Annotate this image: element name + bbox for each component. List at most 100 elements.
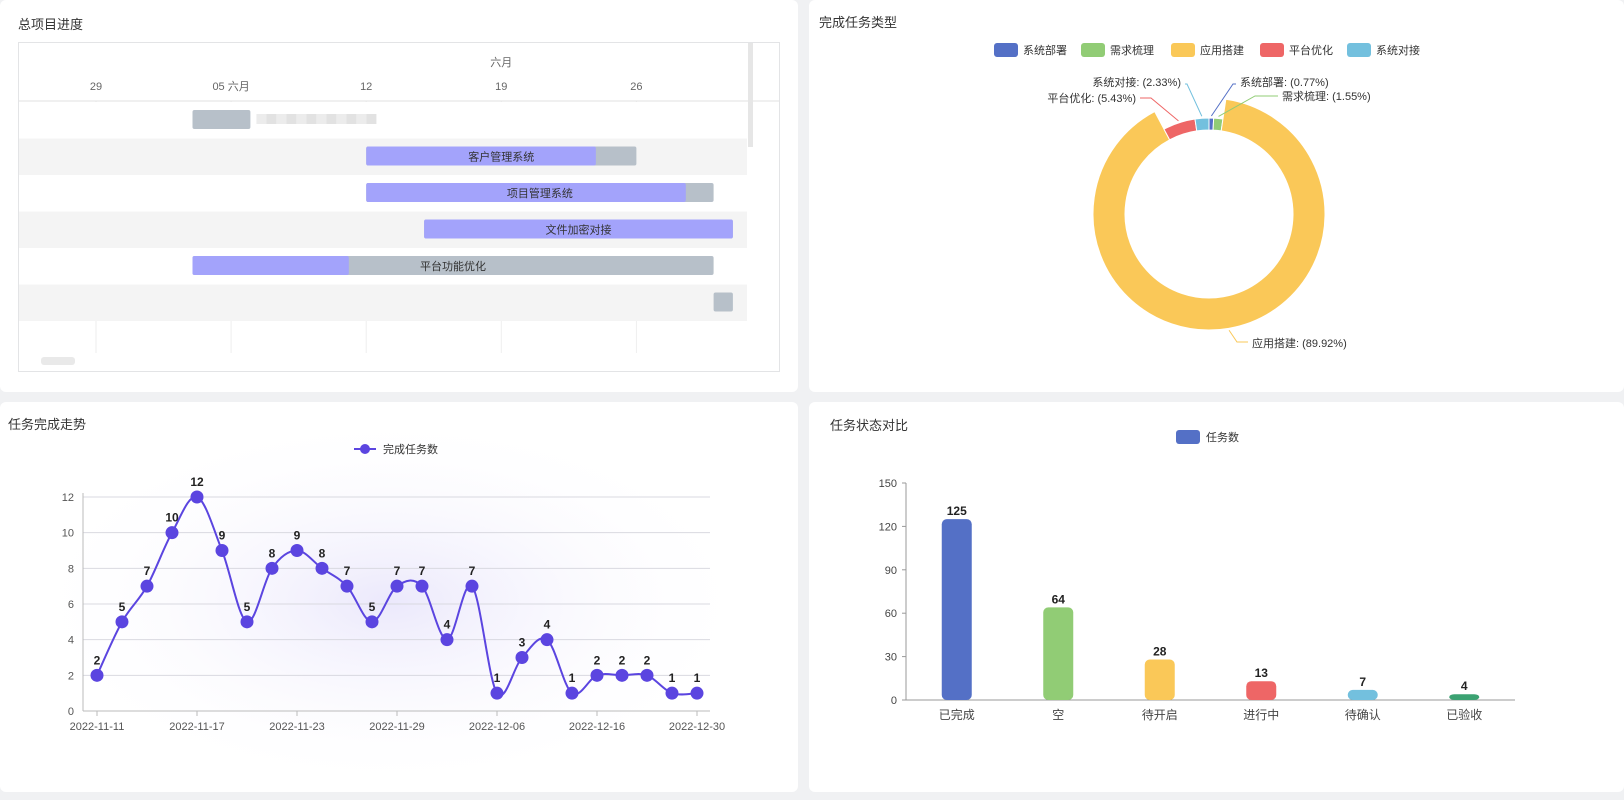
line-y-tick-label: 2 xyxy=(68,670,74,682)
pie-slice-label: 需求梳理: (1.55%) xyxy=(1282,89,1371,103)
bar-y-tick-label: 90 xyxy=(885,565,897,577)
bar-category-label: 已完成 xyxy=(939,707,975,722)
line-data-label: 8 xyxy=(319,546,326,560)
line-x-tick-label: 2022-11-23 xyxy=(269,721,324,733)
line-data-point xyxy=(490,686,504,700)
line-data-label: 5 xyxy=(369,600,376,614)
gantt-redacted-cell xyxy=(366,114,377,124)
line-y-tick-label: 4 xyxy=(68,635,74,647)
line-y-tick-label: 12 xyxy=(62,492,74,504)
gantt-panel: 总项目进度 六月 29 05 六月 12 19 26 客户管理系统 项目管理系统 文件加密对接平… xyxy=(0,0,798,392)
bar-category-label: 待确认 xyxy=(1345,708,1381,722)
line-data-point xyxy=(365,615,379,629)
bar-y-tick-label: 150 xyxy=(879,478,897,490)
bar-y-tick-label: 120 xyxy=(879,521,897,533)
bar-panel: 任务状态对比 任务数 0 30 60 90 120 150 125 已完成 64 空 28 待开启 13 进… xyxy=(809,402,1624,792)
pie-slice-label: 平台优化: (5.43%) xyxy=(1047,91,1136,105)
pie-legend-label: 应用搭建 xyxy=(1200,43,1244,57)
line-x-tick-label: 2022-12-06 xyxy=(469,721,525,733)
line-x-tick-label: 2022-11-11 xyxy=(70,721,125,733)
line-data-label: 3 xyxy=(519,636,526,650)
line-data-label: 8 xyxy=(269,546,276,560)
line-y-tick-label: 6 xyxy=(68,599,74,611)
gantt-bar-progress xyxy=(424,219,733,239)
bar-title: 任务状态对比 xyxy=(830,418,909,433)
pie-slice xyxy=(1092,98,1326,331)
line-legend-marker xyxy=(360,444,370,454)
line-data-label: 7 xyxy=(344,564,351,578)
line-data-point xyxy=(640,668,654,682)
line-data-point xyxy=(465,579,479,593)
line-data-point xyxy=(565,686,579,700)
line-data-point xyxy=(615,668,629,682)
line-data-point xyxy=(190,490,204,504)
gantt-redacted-cell xyxy=(326,114,337,124)
line-data-label: 7 xyxy=(469,564,476,578)
line-data-label: 2 xyxy=(619,653,626,667)
pie-leader-line xyxy=(1218,95,1278,117)
line-data-point xyxy=(690,686,704,700)
bar-category-label: 待开启 xyxy=(1142,708,1178,722)
gantt-bar-progress xyxy=(192,256,349,275)
gantt-task-label: 文件加密对接 xyxy=(546,223,612,237)
gantt-task-label: 平台功能优化 xyxy=(420,259,486,273)
line-data-label: 1 xyxy=(694,671,701,685)
gantt-title: 总项目进度 xyxy=(18,17,84,32)
line-data-point xyxy=(265,561,279,575)
pie-leader-line xyxy=(1210,83,1236,117)
pie-leader-line xyxy=(1228,330,1248,343)
line-data-label: 5 xyxy=(244,600,251,614)
bar-rect xyxy=(1347,689,1378,700)
line-panel: 任务完成走势 完成任务数 0 2 4 6 8 10 12 2022-11-11 2022-11-1… xyxy=(0,402,798,792)
bar-value-label: 125 xyxy=(947,504,967,518)
pie-legend-swatch xyxy=(1171,43,1195,57)
gantt-redacted-cell xyxy=(356,114,367,124)
pie-legend-label: 需求梳理 xyxy=(1110,43,1154,57)
line-data-point xyxy=(590,668,604,682)
gantt-vertical-scrollbar xyxy=(748,43,753,147)
line-data-point xyxy=(390,579,404,593)
pie-slice-label: 应用搭建: (89.92%) xyxy=(1252,336,1347,350)
gantt-horizontal-scrollbar xyxy=(41,357,75,365)
gantt-redacted-cell xyxy=(336,114,347,124)
gantt-row xyxy=(19,102,747,139)
line-data-point xyxy=(290,544,304,557)
pie-legend-swatch xyxy=(994,43,1018,57)
line-data-point xyxy=(540,633,554,647)
pie-legend-label: 系统对接 xyxy=(1376,43,1420,57)
bar-legend-label: 任务数 xyxy=(1206,431,1239,444)
gantt-tick-label: 29 xyxy=(90,81,102,93)
gantt-bar-remaining xyxy=(192,110,251,129)
gantt-bar-progress xyxy=(366,183,686,202)
line-x-tick-label: 2022-11-29 xyxy=(369,721,424,733)
line-data-point xyxy=(115,615,129,629)
bar-value-label: 4 xyxy=(1461,679,1468,693)
gantt-task-label: 项目管理系统 xyxy=(507,186,573,200)
line-data-label: 2 xyxy=(94,653,101,667)
gantt-redacted-cell xyxy=(266,114,277,124)
line-data-label: 12 xyxy=(190,475,204,489)
gantt-header-bg xyxy=(19,43,779,101)
line-data-label: 4 xyxy=(544,618,551,632)
line-data-label: 9 xyxy=(294,529,301,543)
gantt-bar-remaining xyxy=(713,292,733,312)
gantt-redacted-cell xyxy=(306,114,317,124)
line-data-point xyxy=(665,686,679,700)
line-data-label: 7 xyxy=(394,564,401,578)
pie-legend-swatch xyxy=(1347,43,1371,57)
line-data-point xyxy=(440,633,454,647)
gantt-month-label: 六月 xyxy=(490,56,512,69)
gantt-chart-frame: 六月 29 05 六月 12 19 26 客户管理系统 项目管理系统 文件加密对接 平台功能优化 xyxy=(18,42,780,372)
line-y-tick-label: 10 xyxy=(62,528,74,540)
line-x-tick-label: 2022-12-30 xyxy=(669,721,725,733)
bar-category-label: 空 xyxy=(1052,708,1064,722)
line-data-label: 1 xyxy=(494,671,501,685)
line-background-glow xyxy=(20,412,760,792)
line-data-label: 5 xyxy=(119,600,126,614)
pie-slice-label: 系统部署: (0.77%) xyxy=(1240,75,1329,89)
line-y-tick-label: 8 xyxy=(68,563,74,575)
bar-rect xyxy=(1246,681,1277,700)
line-data-label: 7 xyxy=(419,564,426,578)
line-legend-label: 完成任务数 xyxy=(383,442,438,456)
